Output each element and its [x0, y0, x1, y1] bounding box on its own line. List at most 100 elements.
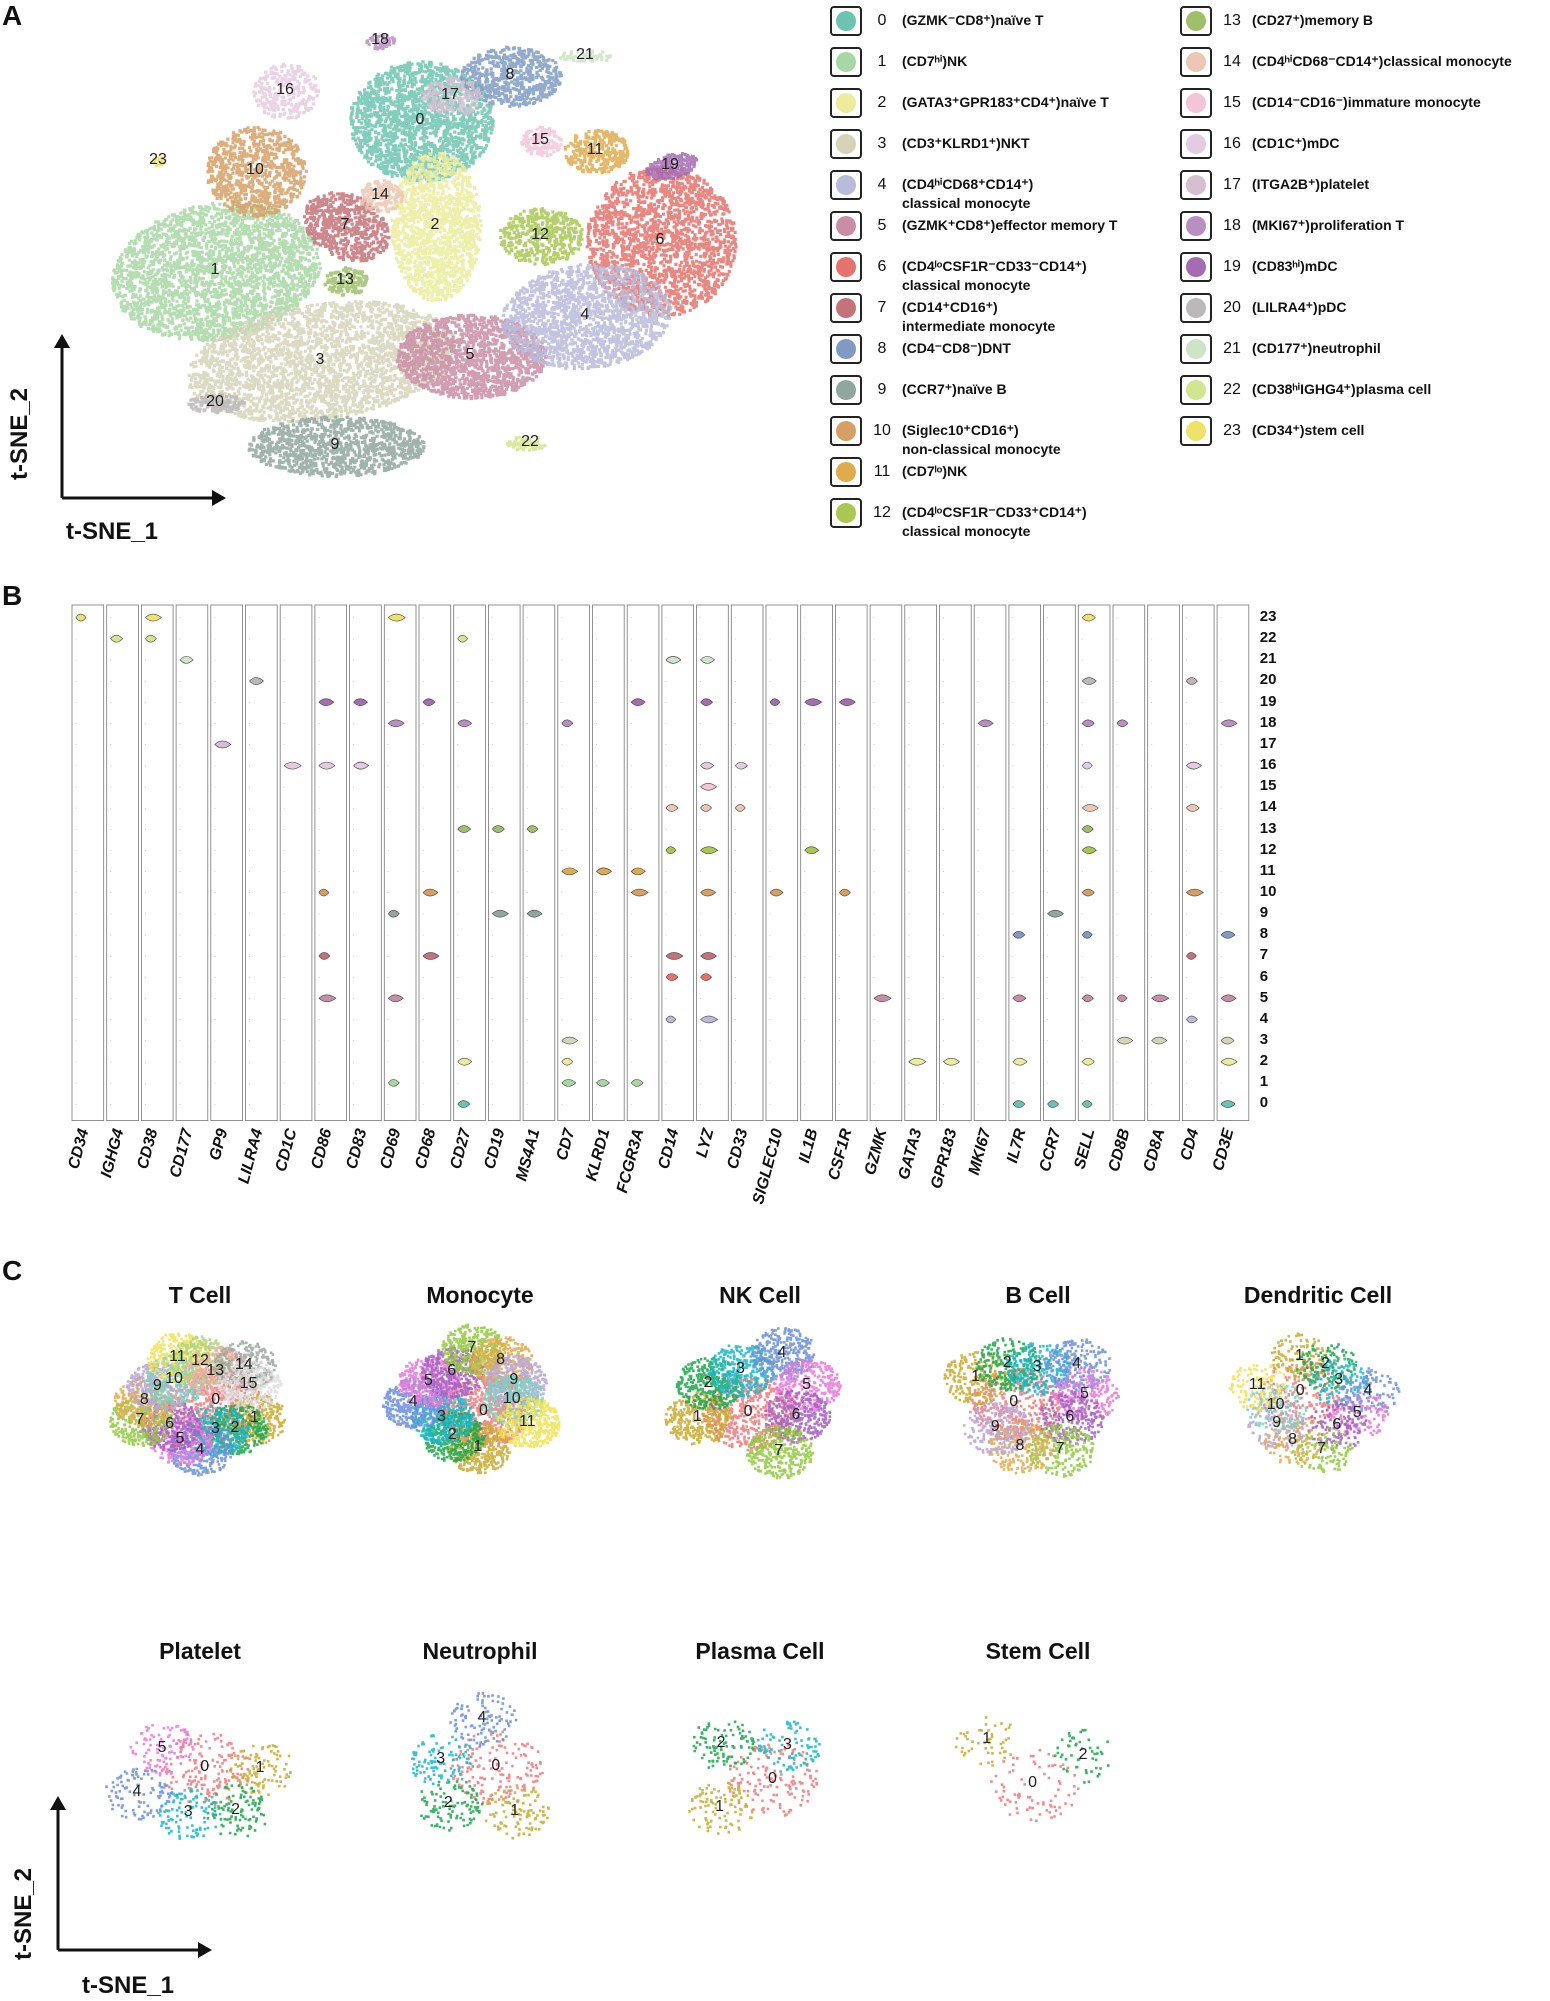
subplot-title: NK Cell	[719, 1282, 801, 1308]
subcluster-label-7: 7	[1055, 1439, 1065, 1457]
violin-column-CD177	[175, 604, 209, 1121]
subcluster-label-3: 3	[735, 1359, 745, 1377]
subcluster-label-11: 11	[518, 1412, 536, 1430]
cluster-label-14: 14	[371, 186, 389, 203]
row-label-22: 22	[1259, 629, 1277, 647]
legend-label: (CD4ˡᵒCSF1R⁻CD33⁻CD14⁺) classical monocy…	[902, 258, 1087, 293]
cluster-0-points	[349, 60, 495, 183]
subcluster-1-points	[688, 1782, 754, 1835]
violin-CSF1R-c10	[839, 888, 851, 897]
legend-dot	[836, 93, 856, 113]
violin-CD3E-c18	[1220, 719, 1238, 728]
violin-GZMK-c5	[873, 994, 892, 1003]
legend-label: (GATA3⁺GPR183⁺CD4⁺)naïve T	[902, 94, 1109, 110]
legend-number: 22	[1223, 381, 1241, 398]
row-label-0: 0	[1259, 1094, 1269, 1112]
violin-CD86-c7	[318, 952, 331, 960]
violin-CD14-c12	[665, 846, 677, 855]
subcluster-label-5: 5	[157, 1739, 167, 1757]
violin-SIGLEC10-c19	[769, 698, 781, 706]
violin-column-CD19	[487, 604, 521, 1121]
legend-label: (CD14⁻CD16⁻)immature monocyte	[1252, 94, 1481, 110]
cluster-label-6: 6	[655, 231, 665, 248]
legend-dot	[836, 175, 856, 195]
violin-CD86-c10	[318, 888, 330, 897]
subcluster-5-points	[1052, 1367, 1120, 1422]
legend-dot	[1186, 380, 1206, 400]
legend-item-23: 23 (CD34⁺)stem cell	[1180, 416, 1364, 446]
legend-number: 1	[877, 53, 887, 70]
violin-column-IGHG4	[106, 604, 139, 1121]
subcluster-label-2: 2	[230, 1418, 240, 1436]
subcluster-label-6: 6	[1065, 1407, 1075, 1425]
legend-label: (ITGA2B⁺)platelet	[1252, 176, 1370, 192]
legend-number: 14	[1223, 53, 1241, 70]
violin-SELL-c5	[1081, 994, 1094, 1003]
subcluster-label-2: 2	[1320, 1355, 1330, 1373]
subcluster-6-points	[421, 1346, 485, 1399]
legend-label: (CD4ˡᵒCSF1R⁻CD33⁺CD14⁺) classical monocy…	[902, 504, 1087, 539]
legend-item-18: 18 (MKI67⁺)proliferation T	[1180, 211, 1404, 241]
panel-b-violins	[71, 604, 1250, 1121]
violin-CD8B-c18	[1116, 719, 1129, 728]
cluster-label-23: 23	[149, 151, 167, 168]
violin-LYZ-c12	[700, 846, 719, 855]
row-label-2: 2	[1259, 1052, 1269, 1070]
legend-dot	[836, 257, 856, 277]
violin-column-LYZ	[696, 604, 729, 1121]
violin-SELL-c8	[1081, 931, 1093, 939]
subcluster-10-points	[481, 1373, 545, 1427]
legend-dot	[836, 134, 856, 154]
violin-CD33-c14	[734, 804, 746, 812]
violin-CD27-c0	[457, 1100, 471, 1108]
legend-label: (GZMK⁻CD8⁺)naïve T	[902, 12, 1044, 28]
subplot-t-cell	[109, 1332, 287, 1477]
subcluster-1-points	[229, 1744, 292, 1797]
subcluster-3-points	[708, 1344, 775, 1398]
subcluster-label-3: 3	[436, 1408, 446, 1426]
subcluster-label-4: 4	[1072, 1354, 1082, 1372]
subcluster-label-6: 6	[791, 1406, 801, 1423]
legend-item-0: 0 (GZMK⁻CD8⁺)naïve T	[830, 6, 1044, 36]
cluster-label-15: 15	[531, 131, 549, 148]
legend-swatch-15	[1180, 88, 1212, 118]
legend-item-11: 11 (CD7ˡᵒ)NK	[830, 457, 967, 487]
subplot-monocyte	[381, 1323, 561, 1475]
subcluster-8-points	[113, 1376, 177, 1428]
legend-dot	[1186, 11, 1206, 31]
violin-column-GATA3	[904, 604, 937, 1121]
violin-CD33-c16	[734, 761, 748, 770]
subcluster-label-3: 3	[783, 1735, 792, 1753]
violin-SELL-c2	[1081, 1057, 1095, 1066]
subplot-title: Dendritic Cell	[1243, 1282, 1393, 1308]
violin-CD19-c13	[492, 825, 505, 833]
violin-CCR7-c0	[1047, 1100, 1059, 1108]
violin-column-CCR7	[1043, 604, 1076, 1121]
legend-number: 5	[877, 217, 887, 234]
subcluster-5-points	[1327, 1391, 1390, 1439]
cluster-15-points	[520, 125, 563, 158]
cluster-label-8: 8	[505, 66, 515, 83]
cluster-label-1: 1	[210, 261, 220, 278]
violin-CD14-c4	[665, 1015, 677, 1024]
legend-swatch-1	[830, 47, 862, 77]
legend-swatch-18	[1180, 211, 1212, 241]
legend-swatch-13	[1180, 6, 1212, 36]
legend-dot	[836, 216, 856, 236]
legend-item-17: 17 (ITGA2B⁺)platelet	[1180, 170, 1369, 200]
panel-a-y-axis-title: t-SNE_2	[6, 387, 33, 480]
subcluster-8-points	[1263, 1418, 1323, 1465]
legend-swatch-14	[1180, 47, 1212, 77]
subcluster-label-11: 11	[1248, 1376, 1266, 1394]
subcluster-label-1: 1	[473, 1437, 483, 1455]
violin-column-FCGR3A	[626, 604, 660, 1121]
violin-IL7R-c0	[1012, 1100, 1026, 1108]
violin-column-LILRA4	[245, 604, 278, 1121]
subplot-title: Platelet	[159, 1638, 241, 1664]
cluster-8-points	[460, 45, 563, 108]
subcluster-1-points	[664, 1390, 733, 1446]
subplot-stem-cell	[954, 1716, 1110, 1823]
row-label-18: 18	[1259, 713, 1277, 731]
legend-number: 7	[877, 299, 887, 316]
